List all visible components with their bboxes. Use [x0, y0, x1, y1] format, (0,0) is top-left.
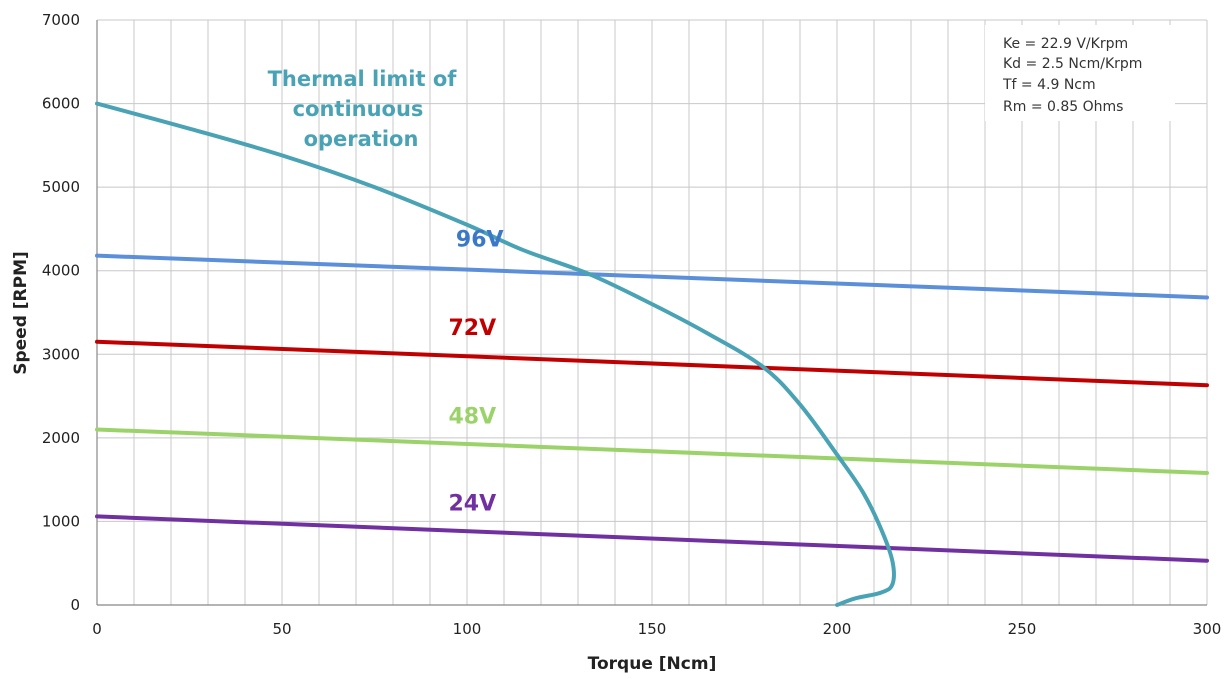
- x-tick-label: 250: [1008, 620, 1037, 638]
- series-lines: [95, 101, 1209, 607]
- parameter-ke: Ke = 22.9 V/Krpm: [1003, 36, 1128, 52]
- x-tick-label: 50: [272, 620, 291, 638]
- parameter-box: Ke = 22.9 V/Krpm Kd = 2.5 Ncm/Krpm Tf = …: [985, 25, 1175, 121]
- parameter-tf: Tf = 4.9 Ncm: [1002, 77, 1096, 93]
- x-tick-label: 0: [92, 620, 102, 638]
- axes: 0 50 100 150 200 250 3000100020003000400050006…: [42, 11, 1222, 638]
- series-label-96V: 96V: [456, 227, 504, 252]
- thermal-limit-label-line: operation: [304, 127, 419, 151]
- y-axis-title: Speed [RPM]: [11, 251, 31, 375]
- y-tick-label: 4000: [42, 262, 80, 280]
- y-tick-label: 5000: [42, 178, 80, 196]
- series-line-96V: [95, 253, 1209, 300]
- parameter-rm: Rm = 0.85 Ohms: [1003, 99, 1123, 115]
- x-tick-label: 100: [453, 620, 482, 638]
- y-tick-label: 1000: [42, 512, 80, 530]
- series-labels: 96V 72V 48V 24V Thermal limit of continuous op…: [268, 67, 504, 517]
- series-line-72V: [95, 339, 1209, 388]
- series-label-72V: 72V: [449, 316, 497, 341]
- parameter-kd: Kd = 2.5 Ncm/Krpm: [1003, 56, 1142, 72]
- series-label-48V: 48V: [449, 405, 497, 430]
- thermal-limit-label-line: Thermal limit of: [268, 67, 458, 91]
- y-tick-label: 2000: [42, 429, 80, 447]
- x-tick-label: 150: [638, 620, 667, 638]
- x-tick-label: 200: [823, 620, 852, 638]
- series-label-24V: 24V: [449, 492, 497, 517]
- x-axis-title: Torque [Ncm]: [588, 654, 717, 674]
- y-tick-label: 0: [70, 596, 80, 614]
- thermal-limit-label-line: continuous: [293, 97, 424, 121]
- y-tick-label: 7000: [42, 11, 80, 29]
- y-tick-label: 6000: [42, 95, 80, 113]
- x-tick-label: 300: [1193, 620, 1222, 638]
- thermal-limit-curve: [95, 101, 896, 607]
- series-line-24V: [95, 514, 1209, 563]
- y-tick-label: 3000: [42, 345, 80, 363]
- series-line-48V: [95, 427, 1209, 475]
